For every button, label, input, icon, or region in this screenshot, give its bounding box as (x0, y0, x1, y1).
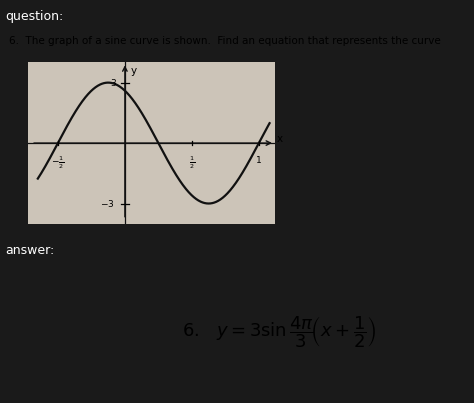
Text: $3$: $3$ (110, 77, 117, 88)
Text: $1$: $1$ (255, 154, 262, 165)
Text: $\frac{1}{2}$: $\frac{1}{2}$ (189, 154, 195, 171)
Text: y: y (130, 66, 137, 77)
Text: 6.   $y = 3\sin\dfrac{4\pi}{3}\!\left(x+\dfrac{1}{2}\right)$: 6. $y = 3\sin\dfrac{4\pi}{3}\!\left(x+\d… (182, 314, 377, 349)
Text: $-3$: $-3$ (100, 198, 114, 209)
Text: answer:: answer: (6, 244, 55, 257)
Text: $-\frac{1}{2}$: $-\frac{1}{2}$ (51, 154, 64, 171)
Text: 6.  The graph of a sine curve is shown.  Find an equation that represents the cu: 6. The graph of a sine curve is shown. F… (9, 36, 441, 46)
Text: question:: question: (6, 10, 64, 23)
Text: x: x (276, 135, 283, 144)
